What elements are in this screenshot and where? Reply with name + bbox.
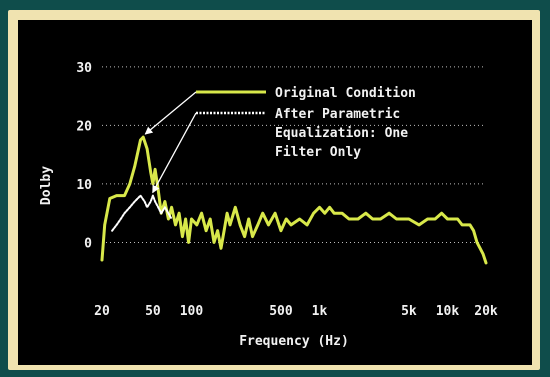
y-tick-label: 0 (84, 236, 92, 251)
chart-panel: 0 10 20 30 20 50 100 500 1k 5k 10k 20k Frequency (Hz… (18, 20, 532, 365)
series-original-line (100, 135, 488, 265)
legend-after-eq-label: Equalization: One (275, 126, 408, 141)
chart-svg: 0 10 20 30 20 50 100 500 1k 5k 10k 20k Frequency (Hz… (39, 61, 498, 349)
y-tick-label: 30 (76, 61, 92, 76)
x-tick-label: 100 (180, 304, 204, 319)
legend-original-label: Original Condition (275, 86, 416, 101)
x-tick-label: 20k (474, 304, 498, 319)
x-tick-label: 50 (145, 304, 161, 319)
x-tick-label: 500 (269, 304, 293, 319)
y-tick-label: 10 (76, 178, 92, 193)
y-tick-label: 20 (76, 119, 92, 134)
legend-after-eq-label: After Parametric (275, 107, 400, 122)
legend-after-eq-label: Filter Only (275, 145, 361, 160)
x-tick-label: 1k (312, 304, 328, 319)
series-after-eq-line (111, 194, 173, 232)
x-tick-label: 5k (401, 304, 417, 319)
annotation-arrow-original (144, 91, 197, 135)
y-axis-title: Dolby (39, 166, 54, 205)
x-tick-label: 10k (436, 304, 460, 319)
annotation-arrow-after-eq (152, 112, 197, 194)
x-tick-label: 20 (94, 304, 110, 319)
x-axis-title: Frequency (Hz) (239, 334, 349, 349)
